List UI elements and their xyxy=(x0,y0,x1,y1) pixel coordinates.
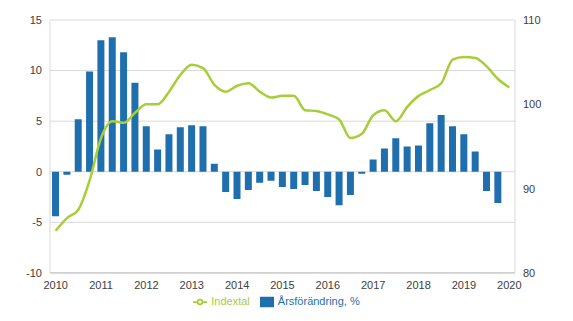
svg-text:2019: 2019 xyxy=(452,279,476,291)
svg-text:2010: 2010 xyxy=(43,279,67,291)
svg-text:2020: 2020 xyxy=(497,279,521,291)
svg-text:110: 110 xyxy=(523,14,541,26)
svg-text:2012: 2012 xyxy=(134,279,158,291)
svg-text:2014: 2014 xyxy=(225,279,249,291)
svg-text:0: 0 xyxy=(36,166,42,178)
svg-text:10: 10 xyxy=(30,64,42,76)
svg-text:80: 80 xyxy=(523,267,535,279)
svg-text:-10: -10 xyxy=(26,267,42,279)
svg-text:5: 5 xyxy=(36,115,42,127)
svg-text:2017: 2017 xyxy=(361,279,385,291)
svg-text:-5: -5 xyxy=(32,216,42,228)
svg-text:2018: 2018 xyxy=(406,279,430,291)
html-text:Indextal: Indextal xyxy=(211,294,250,307)
svg-text:2015: 2015 xyxy=(270,279,294,291)
svg-text:15: 15 xyxy=(30,14,42,26)
svg-text:2016: 2016 xyxy=(316,279,340,291)
svg-text:90: 90 xyxy=(523,183,535,195)
svg-text:2013: 2013 xyxy=(180,279,204,291)
svg-text:100: 100 xyxy=(523,98,541,110)
svg-text:2011: 2011 xyxy=(89,279,113,291)
html-text:Årsförändring, %: Årsförändring, % xyxy=(277,294,360,307)
